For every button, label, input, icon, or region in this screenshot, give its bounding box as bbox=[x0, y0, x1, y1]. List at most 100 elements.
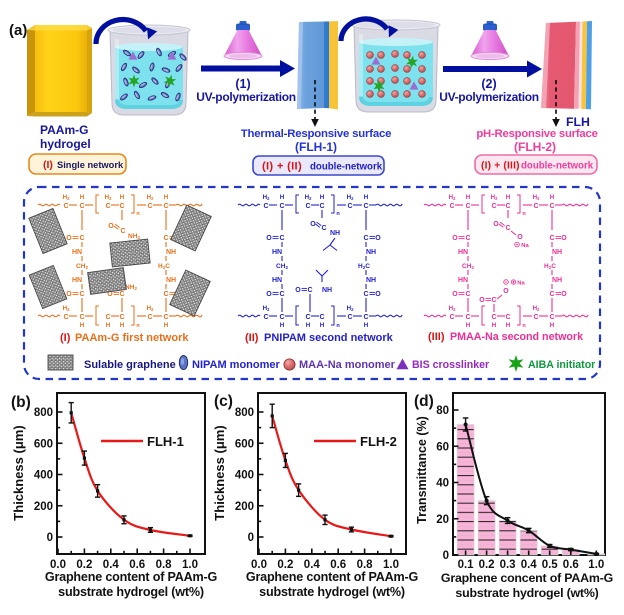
svg-text:NH: NH bbox=[166, 277, 176, 284]
svg-text:400: 400 bbox=[34, 470, 53, 482]
svg-text:C: C bbox=[491, 314, 496, 321]
svg-text:NH2: NH2 bbox=[125, 284, 137, 291]
svg-text:O: O bbox=[452, 291, 458, 298]
svg-text:PAAm-G: PAAm-G bbox=[40, 123, 88, 137]
svg-text:C: C bbox=[307, 287, 312, 294]
svg-text:H2: H2 bbox=[63, 305, 70, 312]
svg-text:600: 600 bbox=[235, 438, 254, 450]
svg-text:n: n bbox=[336, 211, 340, 217]
svg-text:PMAA-Na second network: PMAA-Na second network bbox=[450, 331, 583, 343]
svg-text:(I) + (III): (I) + (III) bbox=[481, 161, 520, 172]
svg-text:AIBA initiator: AIBA initiator bbox=[528, 359, 595, 371]
svg-text:C: C bbox=[163, 203, 168, 210]
svg-text:C: C bbox=[305, 203, 310, 210]
svg-text:H: H bbox=[466, 322, 471, 329]
svg-text:H2: H2 bbox=[347, 305, 354, 312]
svg-text:C: C bbox=[279, 314, 284, 321]
svg-text:400: 400 bbox=[235, 470, 254, 482]
svg-text:(I) + (II): (I) + (II) bbox=[262, 161, 302, 173]
svg-text:1.0: 1.0 bbox=[383, 559, 399, 571]
svg-text:(FLH-1): (FLH-1) bbox=[295, 140, 337, 154]
svg-text:H2: H2 bbox=[347, 194, 354, 201]
svg-text:NH2: NH2 bbox=[128, 233, 140, 240]
svg-text:H2: H2 bbox=[305, 194, 312, 201]
svg-text:C: C bbox=[305, 314, 310, 321]
svg-text:H2: H2 bbox=[63, 194, 70, 201]
svg-text:(b): (b) bbox=[11, 394, 31, 411]
svg-text:Transmittance (%): Transmittance (%) bbox=[415, 416, 429, 524]
svg-text:O: O bbox=[493, 221, 499, 228]
svg-text:C: C bbox=[549, 291, 554, 298]
svg-text:O: O bbox=[266, 235, 272, 242]
svg-text:H2: H2 bbox=[533, 194, 540, 201]
svg-text:C: C bbox=[465, 203, 470, 210]
svg-text:C: C bbox=[163, 291, 168, 298]
svg-text:MAA-Na monomer: MAA-Na monomer bbox=[299, 359, 396, 371]
svg-text:C: C bbox=[465, 235, 470, 242]
svg-text:FLH-2: FLH-2 bbox=[360, 434, 397, 449]
svg-text:(2): (2) bbox=[481, 77, 496, 91]
svg-text:C: C bbox=[491, 297, 496, 304]
svg-text:PAAm-G first network: PAAm-G first network bbox=[75, 332, 189, 344]
svg-text:0: 0 bbox=[248, 532, 254, 544]
svg-text:C: C bbox=[119, 203, 124, 210]
svg-text:800: 800 bbox=[34, 407, 53, 419]
svg-text:HN: HN bbox=[458, 277, 468, 284]
svg-text:n: n bbox=[522, 323, 526, 329]
svg-text:PNIPAM second network: PNIPAM second network bbox=[264, 332, 394, 344]
svg-text:H: H bbox=[506, 322, 511, 329]
svg-text:(a): (a) bbox=[9, 22, 27, 39]
svg-text:Na: Na bbox=[521, 243, 529, 249]
svg-text:200: 200 bbox=[235, 501, 254, 513]
svg-text:0: 0 bbox=[443, 550, 449, 562]
svg-text:pH-Responsive surface: pH-Responsive surface bbox=[476, 128, 597, 140]
svg-text:O: O bbox=[452, 235, 458, 242]
svg-text:C: C bbox=[319, 203, 324, 210]
svg-text:n: n bbox=[522, 211, 526, 217]
svg-text:0.8: 0.8 bbox=[156, 559, 173, 571]
svg-text:Graphene content of PAAm-G: Graphene content of PAAm-G bbox=[45, 570, 218, 584]
svg-text:HN: HN bbox=[272, 277, 282, 284]
svg-text:C: C bbox=[279, 291, 284, 298]
svg-text:C: C bbox=[549, 314, 554, 321]
svg-text:n: n bbox=[136, 323, 140, 329]
svg-text:Thickness (μm): Thickness (μm) bbox=[212, 425, 227, 520]
svg-text:1.0: 1.0 bbox=[588, 559, 604, 571]
svg-text:H: H bbox=[80, 322, 85, 329]
svg-text:O: O bbox=[66, 235, 72, 242]
svg-text:60: 60 bbox=[436, 441, 449, 453]
svg-text:200: 200 bbox=[34, 501, 53, 513]
svg-text:0.6: 0.6 bbox=[129, 559, 145, 571]
svg-text:Sulable graphene: Sulable graphene bbox=[84, 359, 176, 371]
svg-text:H2: H2 bbox=[147, 305, 154, 312]
svg-text:1.0: 1.0 bbox=[182, 559, 198, 571]
svg-text:H: H bbox=[280, 322, 285, 329]
svg-text:hydrogel: hydrogel bbox=[40, 137, 91, 151]
svg-text:0.4: 0.4 bbox=[103, 559, 120, 571]
svg-text:Graphene concent of PAAm-G: Graphene concent of PAAm-G bbox=[441, 571, 613, 585]
svg-text:n: n bbox=[136, 211, 140, 217]
svg-text:HN: HN bbox=[272, 249, 282, 256]
svg-text:H: H bbox=[364, 322, 369, 329]
svg-text:C: C bbox=[449, 314, 454, 321]
svg-text:NH: NH bbox=[366, 277, 376, 284]
svg-text:C: C bbox=[319, 314, 324, 321]
svg-text:O: O bbox=[503, 288, 509, 295]
svg-text:C: C bbox=[347, 314, 352, 321]
svg-text:(c): (c) bbox=[214, 393, 233, 410]
svg-text:double-network: double-network bbox=[521, 161, 594, 172]
svg-text:H: H bbox=[280, 194, 285, 201]
svg-text:H: H bbox=[120, 194, 125, 201]
svg-text:C: C bbox=[63, 203, 68, 210]
svg-text:C: C bbox=[79, 235, 84, 242]
svg-text:800: 800 bbox=[235, 407, 254, 419]
svg-text:C: C bbox=[163, 314, 168, 321]
svg-text:n: n bbox=[336, 323, 340, 329]
svg-text:C: C bbox=[279, 235, 284, 242]
svg-text:C: C bbox=[363, 314, 368, 321]
svg-text:0.2: 0.2 bbox=[76, 559, 92, 571]
svg-text:C: C bbox=[549, 235, 554, 242]
svg-text:H2C: H2C bbox=[358, 263, 370, 270]
svg-text:H: H bbox=[492, 322, 497, 329]
svg-text:H2: H2 bbox=[263, 305, 270, 312]
